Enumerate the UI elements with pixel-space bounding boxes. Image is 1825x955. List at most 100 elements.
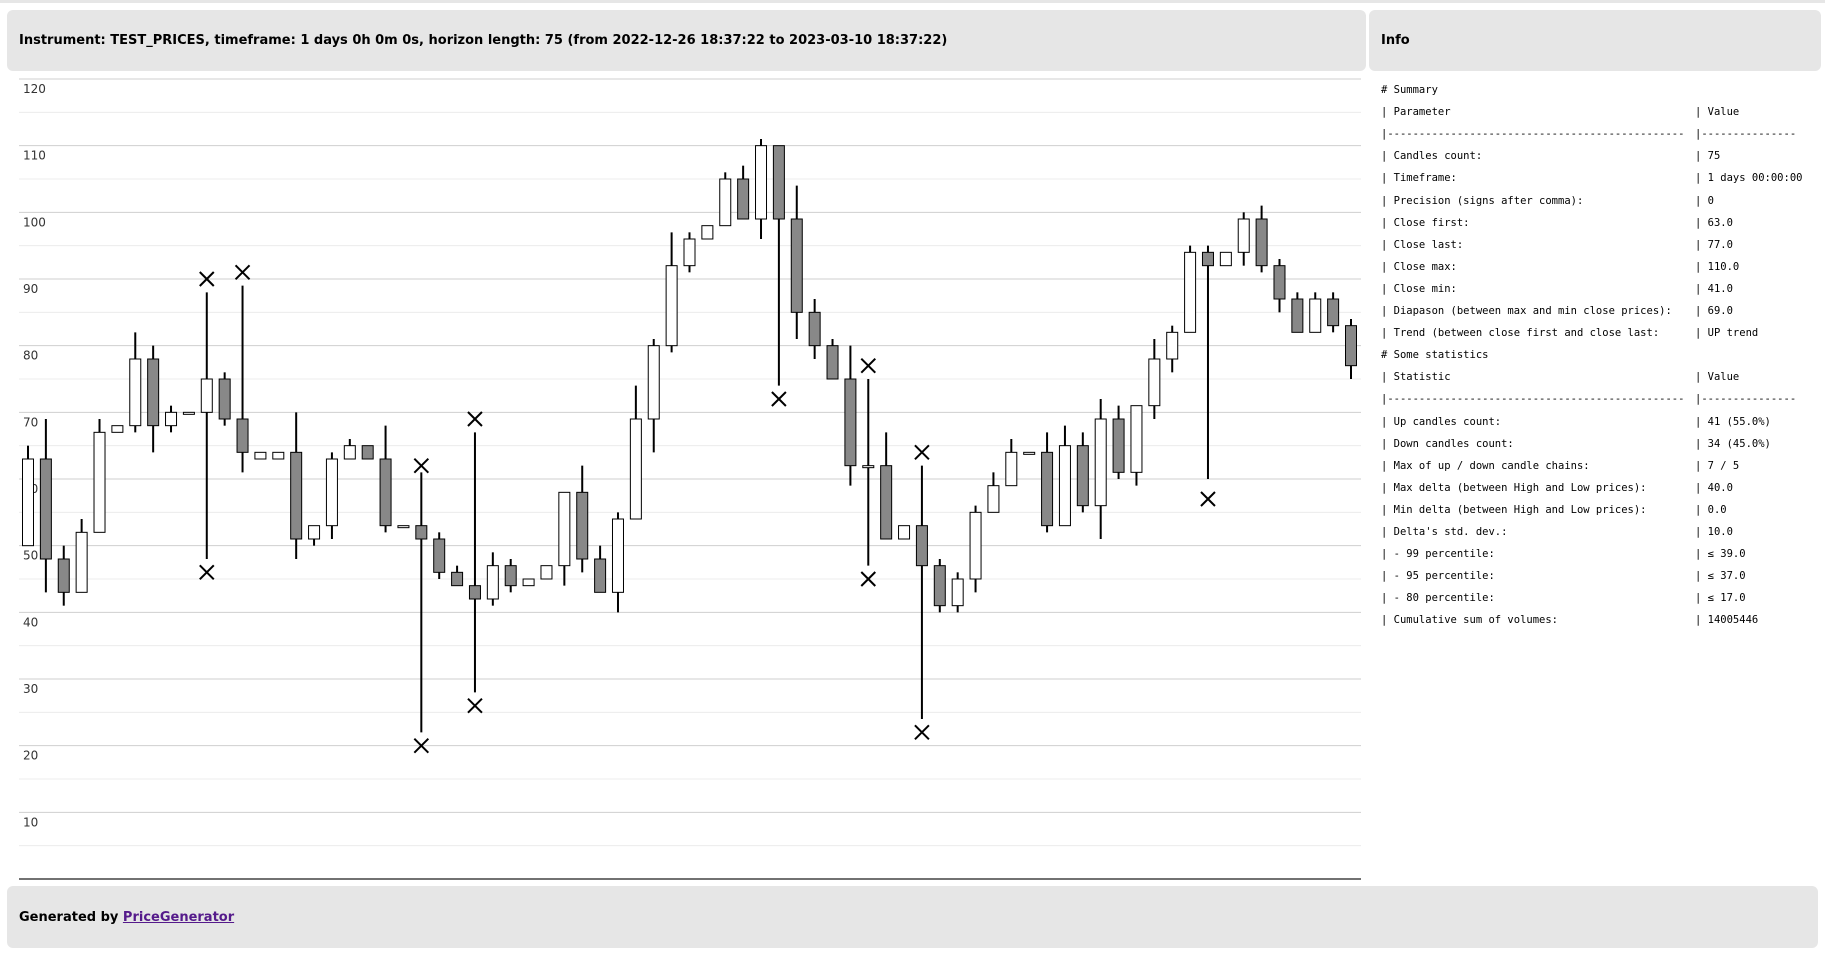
anomaly-marker bbox=[199, 564, 215, 581]
anomaly-marker bbox=[234, 264, 251, 281]
y-tick-label: 100 bbox=[23, 215, 46, 229]
info-value: | UP trend bbox=[1695, 327, 1759, 340]
candle-body bbox=[987, 485, 1000, 513]
candle-body bbox=[111, 425, 124, 433]
marker-stroke bbox=[199, 271, 215, 287]
info-label: | Cumulative sum of volumes: bbox=[1381, 614, 1559, 627]
y-tick-label: 90 bbox=[23, 282, 38, 296]
info-label: | Diapason (between max and min close pr… bbox=[1381, 305, 1672, 317]
candle-body bbox=[701, 225, 714, 240]
candle-body bbox=[147, 358, 160, 427]
y-tick-label: 30 bbox=[23, 682, 38, 696]
marker-stroke bbox=[860, 571, 876, 587]
candle-body bbox=[39, 458, 52, 560]
y-tick-label: 110 bbox=[23, 149, 46, 163]
candle-body bbox=[93, 431, 106, 533]
footer-panel bbox=[7, 886, 1818, 948]
info-value: | 7 / 5 bbox=[1695, 459, 1740, 472]
y-tick-label: 50 bbox=[23, 549, 38, 563]
chart-title: Instrument: TEST_PRICES, timeframe: 1 da… bbox=[19, 33, 948, 48]
candle-body bbox=[343, 445, 356, 460]
info-value: | 63.0 bbox=[1695, 216, 1733, 229]
info-value: | 75 bbox=[1695, 150, 1721, 163]
marker-stroke bbox=[199, 564, 215, 581]
info-label: | Delta's std. dev.: bbox=[1381, 526, 1508, 538]
candle-body bbox=[826, 345, 839, 380]
candle-body bbox=[772, 145, 785, 220]
candle-body bbox=[594, 558, 607, 593]
candle-body bbox=[611, 518, 624, 593]
y-tick-label: 70 bbox=[23, 415, 38, 429]
anomaly-marker bbox=[413, 457, 430, 474]
candle-body bbox=[1345, 325, 1357, 367]
anomaly-marker bbox=[467, 697, 483, 714]
info-label: | Max of up / down candle chains: bbox=[1381, 459, 1590, 472]
candle-body bbox=[683, 238, 696, 267]
y-tick-label: 10 bbox=[23, 815, 38, 829]
footer: Generated by PriceGenerator bbox=[19, 910, 234, 925]
candle-body bbox=[808, 311, 821, 347]
candle-body bbox=[1273, 265, 1286, 300]
candle-body bbox=[1023, 451, 1036, 455]
candle-body bbox=[254, 451, 267, 460]
anomaly-marker bbox=[467, 411, 483, 427]
candle-body bbox=[1148, 358, 1161, 407]
info-label: | - 95 percentile: bbox=[1381, 570, 1495, 583]
info-label: | Parameter bbox=[1381, 106, 1451, 119]
anomaly-marker bbox=[771, 391, 787, 407]
candle-body bbox=[22, 458, 34, 547]
candle-body bbox=[844, 378, 857, 467]
info-value: | 0 bbox=[1695, 194, 1714, 207]
candle-body bbox=[182, 411, 195, 415]
info-value: | 69.0 bbox=[1695, 305, 1733, 317]
marker-stroke bbox=[914, 724, 930, 741]
info-label: |---------------------------------------… bbox=[1381, 128, 1685, 141]
candle-body bbox=[325, 458, 338, 527]
candle-body bbox=[898, 525, 911, 540]
candle-body bbox=[1255, 218, 1268, 267]
candle-body bbox=[558, 491, 571, 567]
info-label: # Some statistics bbox=[1381, 349, 1489, 362]
info-value: | 0.0 bbox=[1695, 503, 1727, 516]
candle-body bbox=[1237, 218, 1250, 253]
marker-stroke bbox=[771, 391, 787, 407]
info-label: | - 80 percentile: bbox=[1381, 592, 1495, 605]
candle-body bbox=[218, 378, 231, 420]
candle-body bbox=[665, 265, 678, 347]
candle-body bbox=[862, 465, 875, 469]
footer-text: Generated by bbox=[19, 910, 119, 925]
info-value: | Value bbox=[1695, 106, 1740, 119]
y-tick-label: 120 bbox=[23, 82, 46, 96]
marker-stroke bbox=[467, 411, 483, 427]
candle-body bbox=[755, 145, 768, 220]
info-panel: # Summary | Parameter | Value |------------… bbox=[1381, 84, 1821, 664]
candle-body bbox=[1309, 298, 1322, 333]
info-value: | 40.0 bbox=[1695, 481, 1733, 494]
candle-body bbox=[915, 525, 928, 567]
marker-stroke bbox=[914, 444, 930, 461]
candle-body bbox=[1130, 405, 1143, 473]
candle-body bbox=[290, 451, 303, 540]
info-label: | Precision (signs after comma): bbox=[1381, 194, 1584, 207]
info-label: | Max delta (between High and Low prices… bbox=[1381, 481, 1647, 494]
header-panel bbox=[7, 10, 1366, 71]
candle-body bbox=[397, 525, 410, 529]
candle-body bbox=[647, 345, 660, 420]
candle-body bbox=[236, 418, 249, 453]
info-title: Info bbox=[1381, 33, 1410, 48]
y-tick-label: 40 bbox=[23, 615, 38, 629]
marker-stroke bbox=[234, 264, 251, 281]
info-label: | Min delta (between High and Low prices… bbox=[1381, 503, 1647, 516]
footer-link[interactable]: PriceGenerator bbox=[122, 910, 235, 925]
marker-stroke bbox=[467, 697, 483, 714]
candle-body bbox=[57, 558, 70, 593]
candle-body bbox=[1041, 451, 1054, 527]
candle-body bbox=[522, 578, 535, 587]
marker-stroke bbox=[413, 457, 430, 474]
marker-stroke bbox=[1200, 491, 1216, 507]
info-value: | 1 days 00:00:00 bbox=[1695, 172, 1803, 185]
candle-body bbox=[1094, 418, 1107, 507]
anomaly-marker bbox=[914, 724, 930, 741]
info-value: | ≤ 39.0 bbox=[1695, 548, 1746, 561]
info-label: | Trend (between close first and close l… bbox=[1381, 327, 1660, 340]
